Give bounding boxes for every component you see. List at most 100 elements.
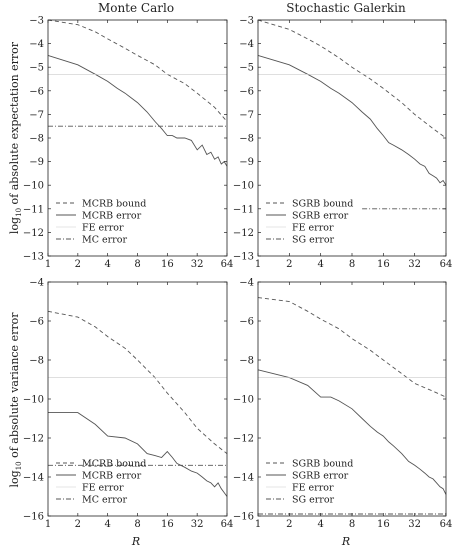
y-tick-label: −12: [23, 434, 44, 445]
x-tick-label: 1: [255, 519, 261, 530]
x-tick-label: 2: [75, 259, 81, 270]
y-tick-label: −7: [239, 110, 254, 121]
x-tick-label: 64: [440, 519, 453, 530]
y-tick-label: −6: [239, 86, 254, 97]
x-tick-label: 4: [104, 519, 110, 530]
x-tick-label: 4: [104, 259, 110, 270]
legend-label: MC error: [82, 235, 127, 246]
y-tick-label: −10: [233, 181, 254, 192]
y-tick-label: −4: [29, 278, 44, 289]
y-tick-label: −12: [233, 434, 254, 445]
x-tick-label: 16: [161, 519, 174, 530]
legend-label: SGRB error: [292, 471, 349, 482]
series-line-mcrb-error: [47, 54, 228, 167]
y-tick-label: −10: [233, 395, 254, 406]
y-tick-label: −9: [29, 157, 44, 168]
y-tick-label: −4: [239, 39, 254, 50]
y-tick-label: −14: [23, 473, 44, 484]
x-tick-label: 8: [349, 519, 355, 530]
y-tick-label: −9: [239, 157, 254, 168]
x-tick-label: 64: [221, 259, 234, 270]
x-tick-label: 8: [349, 259, 355, 270]
y-tick-label: −8: [239, 356, 254, 367]
y-tick-label: −10: [23, 395, 44, 406]
y-tick-label: −16: [233, 512, 254, 523]
y-tick-label: −4: [29, 39, 44, 50]
series-line-mcrb-bound: [47, 310, 228, 454]
y-tick-label: −7: [29, 110, 44, 121]
y-tick-label: −12: [23, 228, 44, 239]
legend-label: MCRB bound: [82, 459, 146, 470]
x-tick-label: 4: [317, 519, 323, 530]
x-tick-label: 1: [45, 519, 51, 530]
x-tick-label: 2: [286, 259, 292, 270]
y-tick-label: −3: [239, 16, 254, 27]
x-tick-label: 2: [75, 519, 81, 530]
y-tick-label: −16: [23, 512, 44, 523]
x-tick-label: 64: [221, 519, 234, 530]
legend-label: SG error: [292, 495, 335, 506]
col-title-stochastic-galerkin: Stochastic Galerkin: [286, 1, 406, 15]
y-tick-label: −12: [233, 228, 254, 239]
x-tick-label: 16: [377, 519, 390, 530]
panel-1: −3 −4 −5 −6 −7 −8 −9 −10 −11 −12 −131 2 4 8 16 32 64 MCRB…: [23, 16, 233, 271]
y-tick-label: −11: [23, 204, 44, 215]
panel-2: −3 −4 −5 −6 −7 −8 −9 −10 −11 −12 −131 2 4 8 16 32 64 SGRB…: [233, 16, 452, 271]
legend-label: MCRB error: [82, 211, 142, 222]
y-tick-label: −8: [29, 134, 44, 145]
legend-label: FE error: [82, 483, 124, 494]
y-tick-label: −5: [29, 63, 44, 74]
legend-label: MCRB bound: [82, 199, 146, 210]
series-line-mcrb-bound: [47, 19, 228, 122]
y-tick-label: −13: [23, 252, 44, 263]
y-tick-label: −3: [29, 16, 44, 27]
legend-label: SG error: [292, 235, 335, 246]
series-line-sgrb-error: [257, 54, 447, 186]
y-tick-label: −4: [239, 278, 254, 289]
x-tick-label: 16: [161, 259, 174, 270]
y-tick-label: −6: [29, 86, 44, 97]
legend-label: MCRB error: [82, 471, 142, 482]
y-tick-label: −8: [29, 356, 44, 367]
legend-label: MC error: [82, 495, 127, 506]
legend-label: FE error: [82, 223, 124, 234]
x-tick-label: 32: [408, 519, 421, 530]
y-tick-label: −14: [233, 473, 254, 484]
series-line-sgrb-bound: [257, 19, 447, 139]
ylabel-expectation: log10 of absolute expectation error: [8, 41, 23, 234]
xlabel-right: R: [341, 535, 350, 548]
x-tick-label: 16: [377, 259, 390, 270]
x-tick-label: 32: [191, 259, 204, 270]
y-tick-label: −13: [233, 252, 254, 263]
legend-label: FE error: [292, 483, 334, 494]
x-tick-label: 1: [45, 259, 51, 270]
x-tick-label: 64: [440, 259, 453, 270]
legend-label: FE error: [292, 223, 334, 234]
y-tick-label: −5: [239, 63, 254, 74]
series-line-mcrb-error: [48, 412, 228, 497]
legend-label: SGRB bound: [292, 459, 353, 470]
y-tick-label: −8: [239, 134, 254, 145]
xlabel-left: R: [131, 535, 140, 548]
y-tick-label: −11: [233, 204, 254, 215]
x-tick-label: 1: [255, 259, 261, 270]
y-tick-label: −6: [29, 317, 44, 328]
y-tick-label: −10: [23, 181, 44, 192]
x-tick-label: 8: [134, 259, 140, 270]
series-line-sgrb-bound: [257, 297, 447, 398]
col-title-monte-carlo: Monte Carlo: [98, 1, 174, 15]
plot-frame: [257, 19, 447, 257]
legend-label: SGRB error: [292, 211, 349, 222]
x-tick-label: 8: [134, 519, 140, 530]
series-line-sgrb-error: [257, 369, 447, 495]
x-tick-label: 32: [191, 519, 204, 530]
x-tick-label: 32: [408, 259, 421, 270]
x-tick-label: 2: [286, 519, 292, 530]
legend-label: SGRB bound: [292, 199, 353, 210]
y-tick-label: −6: [239, 317, 254, 328]
ylabel-variance: log10 of absolute variance error: [8, 312, 23, 488]
plot-frame: [257, 281, 447, 517]
